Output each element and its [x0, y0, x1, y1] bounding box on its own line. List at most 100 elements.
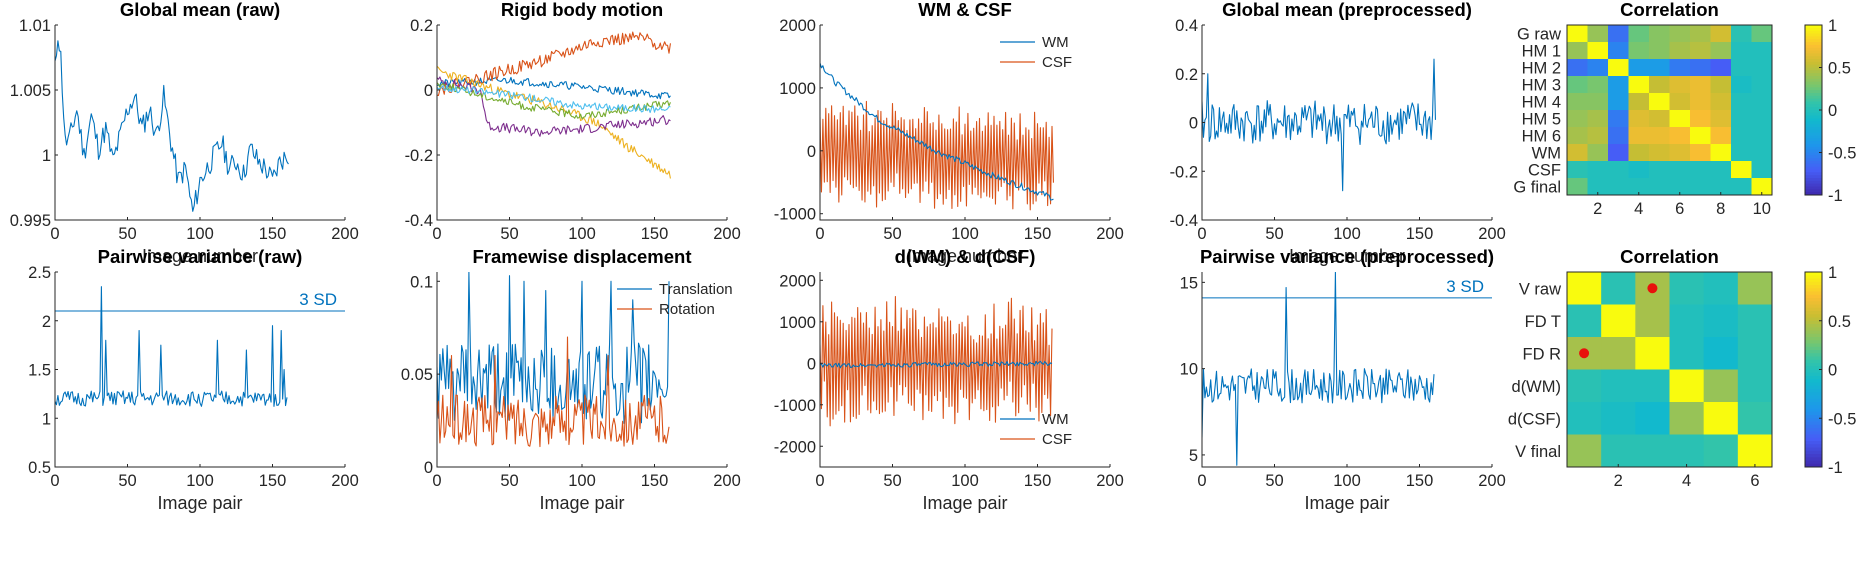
- colorbar-segment: [1805, 36, 1822, 40]
- heatmap-cell: [1731, 178, 1752, 196]
- colorbar-segment: [1805, 314, 1822, 318]
- heatmap-cell: [1751, 161, 1773, 179]
- colorbar-segment: [1805, 73, 1822, 77]
- heatmap-cell: [1608, 25, 1629, 43]
- colorbar-segment: [1805, 87, 1822, 91]
- colorbar-segment: [1805, 166, 1822, 170]
- heatmap-cell: [1751, 178, 1773, 196]
- y-tick-label: -0.4: [405, 212, 433, 230]
- row-label: V raw: [1519, 280, 1561, 298]
- heatmap-cell: [1635, 369, 1670, 403]
- x-tick-label: 4: [1682, 472, 1691, 490]
- x-tick-label: 100: [186, 225, 214, 243]
- heatmap-cell: [1710, 144, 1732, 162]
- legend-label: CSF: [1042, 431, 1072, 448]
- heatmap-cell: [1669, 76, 1691, 94]
- colorbar-segment: [1805, 418, 1822, 422]
- y-tick-label: 0: [1189, 115, 1198, 133]
- colorbar-segment: [1805, 67, 1822, 71]
- colorbar-segment: [1805, 98, 1822, 102]
- y-tick-label: 1: [42, 410, 51, 428]
- heatmap-cell: [1737, 402, 1773, 435]
- series-line-rotation: [437, 336, 670, 448]
- y-tick-label: 0: [807, 143, 816, 161]
- colorbar-segment: [1805, 180, 1822, 185]
- heatmap-cell: [1587, 144, 1609, 162]
- x-tick-label: 50: [500, 225, 518, 243]
- series-line-5: [437, 84, 671, 114]
- heatmap-cell: [1628, 93, 1650, 111]
- heatmap-cell: [1649, 110, 1670, 128]
- x-axis-label: Image pair: [1304, 493, 1389, 513]
- x-tick-label: 50: [500, 472, 518, 490]
- colorbar-segment: [1805, 95, 1822, 100]
- heatmap-cell: [1587, 59, 1609, 77]
- heatmap-cell: [1601, 434, 1636, 468]
- heatmap-cell: [1567, 178, 1588, 196]
- colorbar-segment: [1805, 431, 1822, 435]
- x-tick-label: 0: [50, 225, 59, 243]
- chart-title: d(WM) & d(CSF): [895, 246, 1036, 267]
- colorbar-segment: [1805, 298, 1822, 302]
- plot-area: [1202, 58, 1436, 192]
- colorbar-segment: [1805, 110, 1822, 114]
- colorbar-segment: [1805, 76, 1822, 80]
- heatmap-cell: [1737, 272, 1773, 305]
- colorbar-segment: [1805, 307, 1822, 312]
- axis-lines: [436, 25, 727, 221]
- colorbar-segment: [1805, 90, 1822, 94]
- colorbar-segment: [1805, 161, 1822, 165]
- colorbar-segment: [1805, 411, 1822, 416]
- heatmap-cell: [1731, 42, 1752, 60]
- y-tick-label: 0: [807, 355, 816, 373]
- colorbar-segment: [1805, 107, 1822, 111]
- heatmap-cell: [1567, 272, 1602, 305]
- colorbar-segment: [1805, 132, 1822, 136]
- heatmap-cell: [1731, 76, 1752, 94]
- heatmap-cell: [1751, 110, 1773, 128]
- y-tick-label: 0.995: [10, 212, 51, 230]
- heatmap-cell: [1690, 110, 1711, 128]
- heatmap-cell: [1669, 304, 1705, 338]
- heatmap-cell: [1635, 402, 1670, 435]
- x-tick-label: 150: [1406, 472, 1434, 490]
- heatmap-cell: [1710, 76, 1732, 94]
- heatmap-cell: [1690, 144, 1711, 162]
- colorbar-segment: [1805, 84, 1822, 88]
- heatmap-cell: [1649, 42, 1670, 60]
- x-tick-label: 150: [1024, 472, 1052, 490]
- x-tick-label: 200: [1478, 472, 1506, 490]
- heatmap-cell: [1710, 110, 1732, 128]
- heatmap-cell: [1567, 369, 1602, 403]
- heatmap-cell: [1703, 304, 1739, 338]
- heatmap-cell: [1567, 42, 1588, 60]
- heatmap-cell: [1608, 59, 1629, 77]
- colorbar-segment: [1805, 369, 1822, 374]
- colorbar-segment: [1805, 183, 1822, 187]
- x-tick-label: 100: [568, 472, 596, 490]
- heatmap-cell: [1608, 76, 1629, 94]
- y-tick-label: 1000: [779, 314, 816, 332]
- heatmap-correlation-bottom: V raw FD T FD R d(WM) d(CSF) V final 2 4 6 Correl…: [1508, 246, 1857, 490]
- colorbar-segment: [1805, 30, 1822, 34]
- colorbar-segment: [1805, 42, 1822, 46]
- colorbar-segment: [1805, 61, 1822, 66]
- y-tick-label: 0: [424, 82, 433, 100]
- heatmap-cell: [1710, 59, 1732, 77]
- heatmap-cell: [1710, 93, 1732, 111]
- colorbar-label: 1: [1828, 264, 1837, 282]
- colorbar-segment: [1805, 135, 1822, 139]
- colorbar-segment: [1805, 320, 1822, 325]
- heatmap-cell: [1690, 59, 1711, 77]
- colorbar-segment: [1805, 463, 1822, 468]
- colorbar-segment: [1805, 186, 1822, 190]
- colorbar-segment: [1805, 356, 1822, 361]
- heatmap-cell: [1737, 337, 1773, 370]
- colorbar-segment: [1805, 337, 1822, 341]
- colorbar-segment: [1805, 27, 1822, 32]
- row-label: FD T: [1525, 313, 1561, 331]
- colorbar-segment: [1805, 112, 1822, 117]
- colorbar-segment: [1805, 460, 1822, 465]
- heatmap-cell: [1601, 402, 1636, 435]
